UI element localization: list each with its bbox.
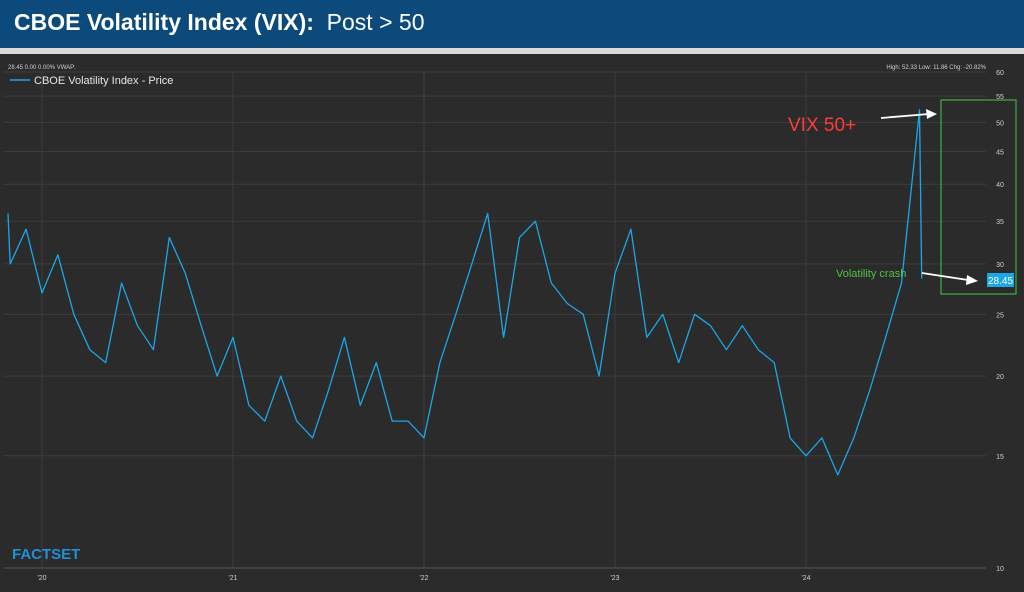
x-tick-label: '24 [801, 575, 810, 582]
y-tick-label: 10 [996, 566, 1004, 573]
y-tick-label: 30 [996, 262, 1004, 269]
page-title: CBOE Volatility Index (VIX): Post > 50 [14, 9, 425, 36]
spike-arrow-head [926, 109, 937, 119]
last-value-badge [987, 273, 1014, 287]
y-tick-label: 25 [996, 312, 1004, 319]
y-tick-label: 60 [996, 70, 1004, 77]
spike-arrow-line [880, 113, 930, 119]
volatility-crash-annotation: Volatility crash [836, 268, 906, 280]
y-tick-label: 20 [996, 374, 1004, 381]
x-tick-label: '23 [610, 575, 619, 582]
crash-arrow-head [966, 275, 978, 285]
y-axis-ticks: 10 15 20 25 30 35 40 45 50 55 60 [996, 70, 1004, 573]
y-tick-label: 45 [996, 150, 1004, 157]
stats-right: High: 52.33 Low: 11.86 Chg: -20.82% [886, 65, 986, 71]
title-bar: CBOE Volatility Index (VIX): Post > 50 [0, 0, 1024, 48]
title-bold: CBOE Volatility Index (VIX): [14, 9, 314, 35]
stats-left: 28.45 0.00 0.00% VWAP: [8, 65, 76, 71]
y-tick-label: 15 [996, 454, 1004, 461]
title-rest: Post > 50 [326, 9, 425, 35]
legend-label: CBOE Volatility Index - Price [34, 75, 173, 87]
x-tick-label: '21 [228, 575, 237, 582]
last-value-label: 28.45 [988, 276, 1013, 287]
y-tick-label: 50 [996, 120, 1004, 127]
vix-50-annotation: VIX 50+ [788, 115, 856, 136]
series-line-vix [7, 109, 923, 476]
grid-lines [4, 71, 986, 569]
header-separator [0, 48, 1024, 54]
highlight-box [940, 99, 1017, 295]
y-tick-label: 40 [996, 182, 1004, 189]
vix-chart: '20 '21 '22 '23 '24 10 15 20 25 30 35 40 45 50 55 60 2… [0, 54, 1024, 592]
x-tick-label: '20 [37, 575, 46, 582]
y-tick-label: 55 [996, 94, 1004, 101]
y-tick-label: 35 [996, 219, 1004, 226]
factset-logo: FACTSET [12, 546, 80, 563]
crash-arrow-line [921, 272, 969, 281]
x-axis-ticks: '20 '21 '22 '23 '24 [37, 575, 810, 582]
x-tick-label: '22 [419, 575, 428, 582]
